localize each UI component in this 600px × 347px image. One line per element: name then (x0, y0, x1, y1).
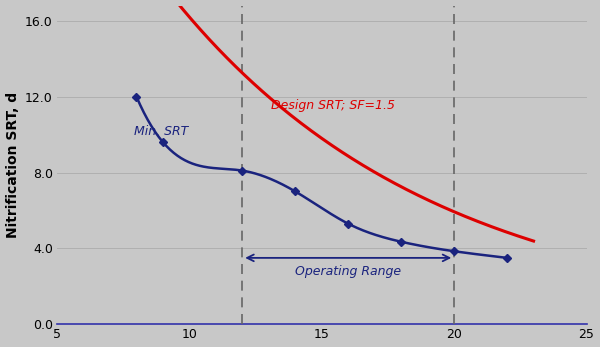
Y-axis label: Nitrification SRT, d: Nitrification SRT, d (5, 92, 20, 238)
Text: Operating Range: Operating Range (295, 264, 401, 278)
Text: Min. SRT: Min. SRT (134, 125, 188, 138)
Text: Design SRT; SF=1.5: Design SRT; SF=1.5 (271, 99, 395, 111)
